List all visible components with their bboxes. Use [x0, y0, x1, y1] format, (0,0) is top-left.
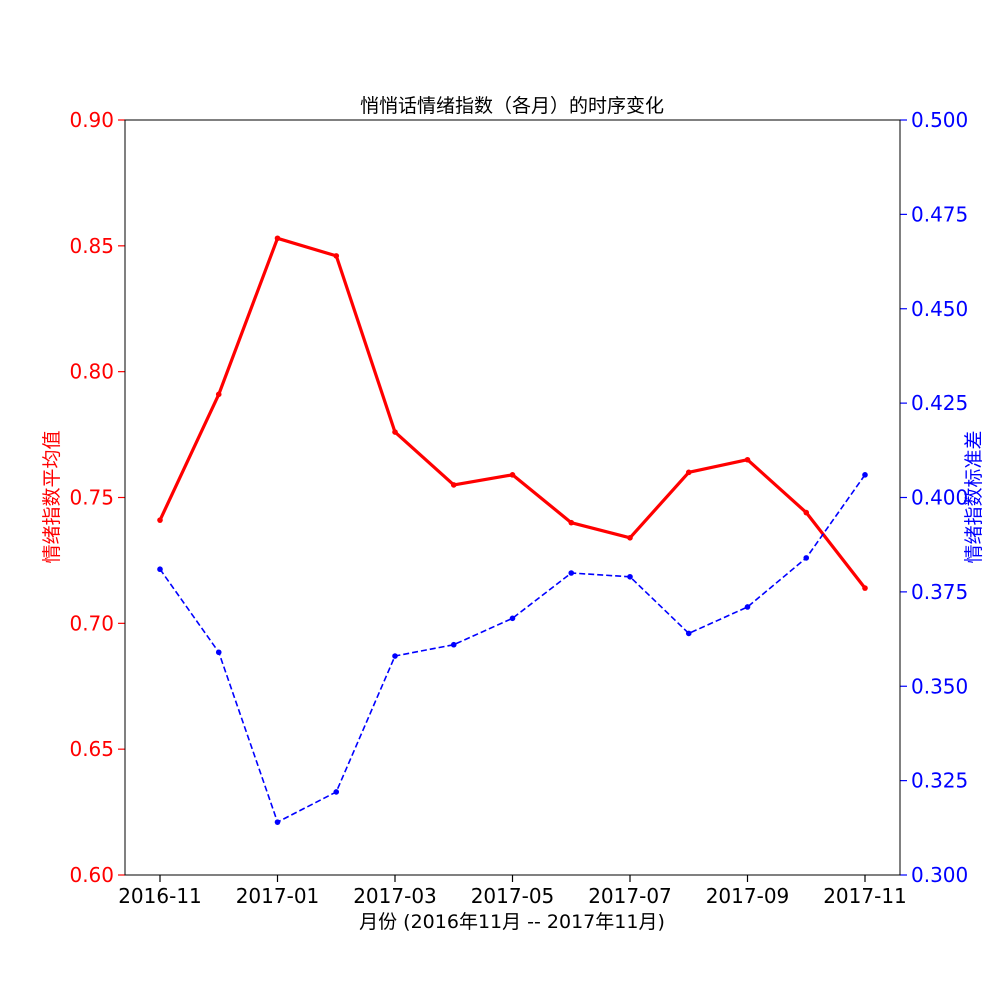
x-axis: 2016-11 2017-01 2017-03 2017-05 2017-07 2017-… [118, 875, 907, 908]
right-y-tick-label: 0.400 [911, 486, 968, 510]
std-point-2017-10 [803, 555, 810, 561]
std-point-2017-02 [333, 789, 340, 795]
x-tick-label: 2017-09 [706, 884, 790, 908]
mean-point-2016-12 [215, 391, 222, 398]
chart-title: 悄悄话情绪指数（各月）的时序变化 [360, 95, 664, 117]
x-tick-label: 2016-11 [118, 884, 202, 908]
right-y-tick-label: 0.300 [911, 863, 968, 887]
mean-point-2017-10 [803, 509, 810, 516]
left-y-tick-label: 0.90 [69, 108, 114, 132]
left-y-axis-label: 情绪指数平均值 [41, 430, 63, 563]
std-point-2016-12 [215, 649, 222, 656]
std-point-2016-11 [157, 566, 163, 573]
right-y-tick-label: 0.375 [911, 580, 968, 604]
mean-point-2017-01 [274, 235, 281, 242]
left-y-tick-label: 0.75 [69, 486, 114, 510]
std-point-2017-09 [744, 604, 751, 610]
left-y-tick-label: 0.80 [69, 360, 114, 384]
plot-frame [124, 119, 901, 876]
left-y-tick-label: 0.70 [69, 611, 114, 635]
right-y-axis-label: 情绪指数标准差 [963, 430, 985, 563]
x-tick-label: 2017-05 [471, 884, 555, 908]
mean-point-2017-06 [568, 519, 575, 526]
mean-point-2016-11 [157, 517, 163, 523]
std-point-2017-04 [450, 641, 457, 648]
mean-point-2017-07 [627, 534, 633, 541]
x-tick-label: 2017-11 [823, 884, 907, 908]
x-tick-label: 2017-01 [236, 884, 320, 908]
mean-point-2017-11 [862, 585, 868, 591]
std-point-2017-11 [862, 472, 868, 478]
std-point-2017-01 [274, 819, 281, 825]
mean-point-2017-04 [450, 482, 457, 488]
std-point-2017-08 [685, 630, 692, 637]
std-point-2017-03 [392, 653, 398, 659]
right-y-tick-label: 0.475 [911, 202, 968, 226]
mean-point-2017-05 [509, 472, 516, 478]
x-tick-label: 2017-03 [353, 884, 437, 908]
left-y-tick-label: 0.65 [69, 737, 114, 761]
right-y-tick-label: 0.450 [911, 297, 968, 321]
right-y-tick-label: 0.325 [911, 769, 968, 793]
left-y-tick-label: 0.60 [69, 863, 114, 887]
mean-point-2017-02 [333, 253, 340, 259]
right-y-axis: 0.300 0.325 0.350 0.375 0.400 0.425 0.450 0.475… [900, 108, 968, 887]
mean-point-2017-03 [392, 429, 398, 435]
std-point-2017-05 [509, 615, 516, 622]
right-y-tick-label: 0.425 [911, 391, 968, 415]
series-layer [157, 235, 868, 825]
mean-point-2017-08 [685, 469, 692, 476]
std-point-2017-06 [568, 570, 575, 576]
x-axis-label: 月份 (2016年11月 -- 2017年11月) [359, 911, 665, 933]
x-tick-label: 2017-07 [588, 884, 672, 908]
std-series-line [159, 474, 866, 823]
left-y-tick-label: 0.85 [69, 234, 114, 258]
std-point-2017-07 [627, 573, 633, 580]
right-y-tick-label: 0.500 [911, 108, 968, 132]
mean-series-line [158, 236, 867, 590]
left-y-axis: 0.60 0.65 0.70 0.75 0.80 0.85 0.90 [69, 108, 125, 887]
mean-point-2017-09 [744, 456, 751, 463]
right-y-tick-label: 0.350 [911, 674, 968, 698]
